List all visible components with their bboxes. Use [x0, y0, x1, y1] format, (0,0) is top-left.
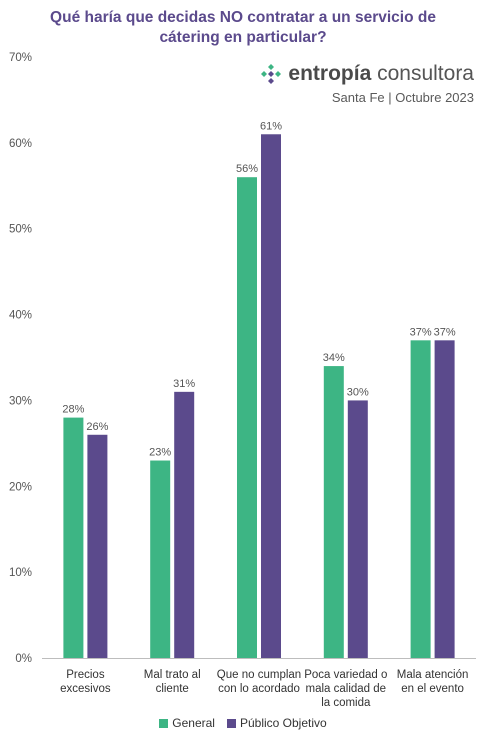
- y-tick-label: 0%: [15, 653, 32, 665]
- y-tick-label: 10%: [9, 567, 32, 579]
- bar-publico-objetivo: [87, 434, 108, 658]
- data-label: 31%: [173, 378, 195, 390]
- location-date: Santa Fe | Octubre 2023: [331, 90, 474, 105]
- category-label: mala calidad de: [306, 683, 387, 695]
- data-label: 37%: [410, 326, 432, 338]
- category-label: Mal trato al: [144, 669, 201, 681]
- legend-label-publico-objetivo: Público Objetivo: [239, 716, 327, 730]
- y-tick-label: 30%: [9, 395, 32, 407]
- brand: entropía consultora: [260, 62, 474, 86]
- y-tick-label: 60%: [9, 138, 32, 150]
- data-label: 28%: [62, 404, 84, 416]
- data-label: 26%: [86, 421, 108, 433]
- legend-label-general: General: [172, 716, 215, 730]
- legend-swatch-general: [159, 718, 169, 728]
- category-label: Poca variedad o: [304, 669, 387, 681]
- bar-general: [237, 177, 257, 658]
- data-label: 34%: [323, 352, 345, 364]
- category-label: con lo acordado: [218, 683, 300, 695]
- bar-publico-objetivo: [261, 134, 281, 658]
- brand-name-light: consultora: [371, 62, 474, 85]
- category-label: excesivos: [60, 683, 111, 695]
- legend-item-general: General: [159, 716, 215, 730]
- brand-name: entropía consultora: [288, 62, 474, 86]
- data-label: 61%: [260, 120, 282, 132]
- legend: General Público Objetivo: [0, 716, 486, 730]
- y-tick-label: 20%: [9, 481, 32, 493]
- category-label: Precios: [66, 669, 105, 681]
- bar-general: [63, 417, 84, 658]
- bar-publico-objetivo: [434, 340, 455, 658]
- bar-general: [150, 460, 171, 658]
- bar-general: [410, 340, 431, 658]
- data-label: 23%: [149, 447, 171, 459]
- chart-title: Qué haría que decidas NO contratar a un …: [50, 9, 436, 46]
- category-label: Que no cumplan: [217, 669, 301, 681]
- data-label: 30%: [347, 386, 369, 398]
- bar-general: [323, 366, 344, 658]
- brand-name-bold: entropía: [288, 62, 372, 85]
- data-label: 37%: [434, 326, 456, 338]
- category-label: la comida: [321, 697, 371, 709]
- category-label: Mala atención: [397, 669, 469, 681]
- y-tick-label: 40%: [9, 310, 32, 322]
- entropia-logo-icon: [261, 64, 282, 84]
- y-tick-label: 50%: [9, 224, 32, 236]
- data-label: 56%: [236, 163, 258, 175]
- category-label: cliente: [156, 683, 189, 695]
- bar-publico-objetivo: [174, 391, 195, 658]
- category-label: en el evento: [401, 683, 464, 695]
- bar-publico-objetivo: [347, 400, 368, 658]
- legend-swatch-publico-objetivo: [226, 718, 236, 728]
- legend-item-publico-objetivo: Público Objetivo: [226, 716, 327, 730]
- y-tick-label: 70%: [9, 52, 32, 64]
